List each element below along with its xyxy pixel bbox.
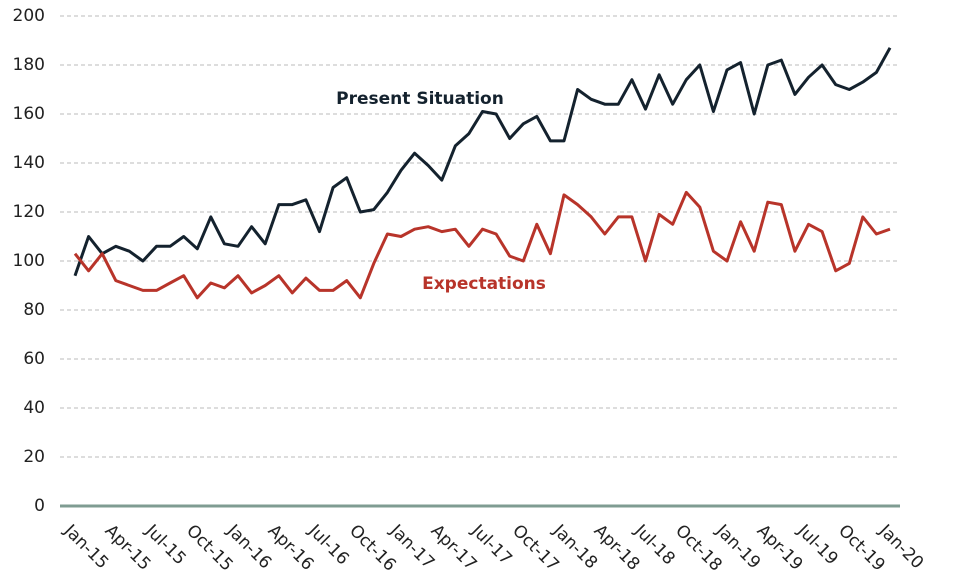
y-tick-label: 40: [23, 398, 45, 418]
y-tick-label: 200: [13, 6, 45, 26]
y-tick-label: 120: [13, 202, 45, 222]
y-tick-label: 20: [23, 447, 45, 467]
x-tick-label: Jan-15: [59, 520, 112, 573]
y-tick-label: 160: [13, 104, 45, 124]
y-tick-label: 140: [13, 153, 45, 173]
y-tick-label: 180: [13, 55, 45, 75]
y-tick-label: 60: [23, 349, 45, 369]
series-line: [73, 47, 892, 277]
series-label: Expectations: [422, 274, 546, 294]
y-tick-label: 100: [13, 251, 45, 271]
y-tick-label: 0: [34, 496, 45, 516]
series-label: Present Situation: [336, 89, 504, 109]
y-tick-label: 80: [23, 300, 45, 320]
series-line: [73, 190, 891, 300]
